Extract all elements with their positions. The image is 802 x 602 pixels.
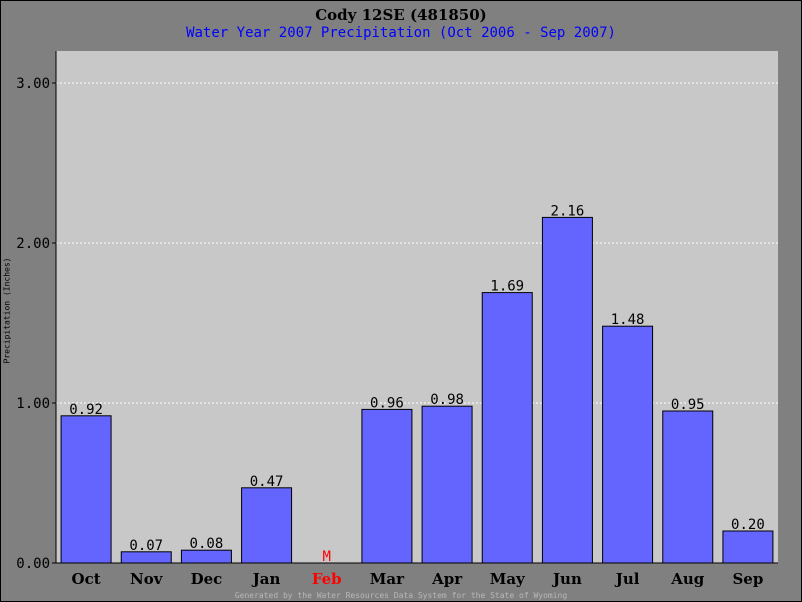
bar-may [481, 292, 533, 564]
data-label: 0.96 [370, 395, 404, 411]
data-label: 0.08 [190, 536, 224, 552]
data-label: 0.07 [129, 538, 163, 554]
footer-credit: Generated by the Water Resources Data Sy… [234, 591, 568, 600]
bar-mar [361, 408, 413, 564]
x-tick-label: Feb [312, 570, 342, 588]
x-tick-label: Jul [614, 570, 640, 588]
bar-jul [602, 325, 654, 564]
x-tick-label: Dec [191, 570, 223, 588]
y-tick-label: 3.00 [16, 76, 50, 92]
x-tick-label: Apr [431, 570, 463, 588]
data-label: 0.92 [69, 402, 103, 418]
plot-area [56, 51, 778, 563]
x-tick-label: Nov [130, 570, 164, 588]
x-tick-label: Aug [670, 570, 705, 588]
x-tick-label: May [490, 570, 526, 588]
x-tick-label: Sep [732, 570, 763, 588]
data-label: 0.98 [430, 392, 464, 408]
bar-jan [241, 487, 293, 564]
y-tick-label: 1.00 [16, 396, 50, 412]
x-tick-label: Oct [72, 570, 101, 588]
data-label: 1.48 [611, 312, 645, 328]
data-label: 1.69 [490, 279, 524, 295]
bar-jun [541, 216, 593, 564]
bar-apr [421, 405, 473, 564]
data-label: 2.16 [551, 203, 585, 219]
bar-oct [60, 415, 112, 564]
data-label: 0.47 [250, 474, 284, 490]
data-label: 0.20 [731, 517, 765, 533]
bar-aug [662, 410, 714, 564]
x-tick-label: Jun [551, 570, 582, 588]
data-label: M [323, 549, 331, 565]
bar-sep [722, 530, 774, 564]
data-label: 0.95 [671, 397, 705, 413]
chart-title: Cody 12SE (481850) [315, 6, 487, 24]
x-tick-label: Mar [370, 570, 405, 588]
y-tick-label: 2.00 [16, 236, 50, 252]
chart-subtitle: Water Year 2007 Precipitation (Oct 2006 … [186, 25, 616, 41]
x-tick-label: Jan [251, 570, 281, 588]
y-tick-label: 0.00 [16, 556, 50, 572]
